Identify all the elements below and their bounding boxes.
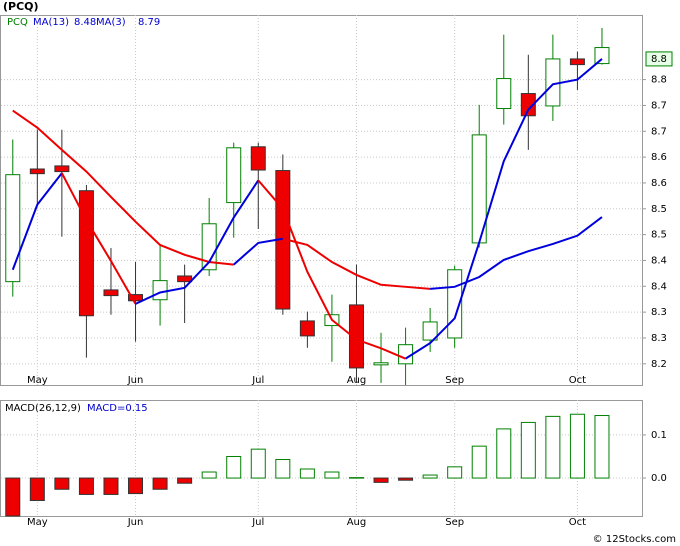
x-tick-label: Jun xyxy=(127,375,144,386)
ma-line xyxy=(405,58,603,360)
last-price-box xyxy=(645,51,673,67)
candle-body xyxy=(226,147,242,204)
candle-body xyxy=(103,289,119,297)
x-tick-label: Jun xyxy=(127,517,144,528)
macd-bar xyxy=(373,477,389,483)
candle-body xyxy=(201,223,217,271)
legend-value: 8.48 xyxy=(74,17,96,28)
ma-line xyxy=(430,216,603,290)
x-tick-label: May xyxy=(27,517,48,528)
macd-bar xyxy=(471,445,487,479)
candle-body xyxy=(5,174,21,283)
price-frame xyxy=(0,15,643,386)
macd-bar xyxy=(594,415,610,479)
macd-bar xyxy=(398,477,414,481)
macd-bar xyxy=(54,477,70,490)
candle-body xyxy=(348,304,364,369)
macd-bar xyxy=(545,415,561,479)
macd-bar xyxy=(447,466,463,479)
macd-bar xyxy=(299,468,315,479)
x-tick-label: Sep xyxy=(445,517,464,528)
candle-body xyxy=(594,47,610,65)
legend-value: MACD=0.15 xyxy=(87,403,148,414)
macd-bar xyxy=(496,428,512,479)
macd-bar xyxy=(152,477,168,490)
candle-body xyxy=(569,58,585,66)
macd-bar xyxy=(422,474,438,479)
candle-body xyxy=(373,362,389,366)
candle-body xyxy=(520,93,536,117)
ma-line xyxy=(257,179,406,360)
candle-body xyxy=(250,146,266,171)
macd-bar xyxy=(29,477,45,501)
macd-bar xyxy=(5,477,21,517)
x-tick-label: Aug xyxy=(347,517,367,528)
y-tick-label: 8.2 xyxy=(651,359,667,370)
ma-line xyxy=(60,172,137,305)
candle-body xyxy=(54,165,70,173)
legend-entry: MA(3) xyxy=(96,17,126,28)
x-tick-label: Jul xyxy=(251,517,264,528)
macd-bar xyxy=(201,471,217,479)
macd-bar xyxy=(250,448,266,479)
macd-bar xyxy=(520,421,536,479)
legend-entry: PCQ xyxy=(7,17,28,28)
ma-line xyxy=(233,237,283,266)
y-tick-label: 8.6 xyxy=(651,152,667,163)
x-tick-label: Oct xyxy=(569,375,586,386)
macd-bar xyxy=(569,413,585,479)
y-tick-label: 8.3 xyxy=(651,307,667,318)
macd-bar xyxy=(275,459,291,479)
candle-body xyxy=(78,190,94,317)
x-tick-label: Jul xyxy=(251,375,264,386)
footer: © 12Stocks.com xyxy=(593,534,676,545)
y-tick-label: 8.3 xyxy=(651,333,667,344)
macd-bar xyxy=(348,477,364,479)
ma-line xyxy=(282,237,431,290)
y-tick-label: 8.5 xyxy=(651,230,667,241)
candle-body xyxy=(496,78,512,110)
candle-body xyxy=(152,280,168,301)
macd-bar xyxy=(177,477,193,484)
x-tick-label: Sep xyxy=(445,375,464,386)
ma-line xyxy=(11,172,63,271)
macd-frame xyxy=(0,400,643,517)
candle-body xyxy=(29,168,45,175)
candle-body xyxy=(128,294,144,302)
y-tick-label: 8.7 xyxy=(651,126,667,137)
macd-bar xyxy=(78,477,94,495)
ma-line xyxy=(135,179,260,305)
legend-value: 8.79 xyxy=(138,17,160,28)
y-tick-label: 8.7 xyxy=(651,100,667,111)
ma-line xyxy=(12,109,234,266)
macd-bar xyxy=(226,455,242,479)
macd-bar xyxy=(128,477,144,495)
candle-body xyxy=(177,275,193,283)
x-tick-label: Oct xyxy=(569,517,586,528)
candle-body xyxy=(422,321,438,341)
y-tick-label: 8.5 xyxy=(651,204,667,215)
chart-title: (PCQ) xyxy=(3,0,39,13)
legend-entry: MA(13) xyxy=(33,17,69,28)
y-tick-label: 8.8 xyxy=(651,75,667,86)
candle-body xyxy=(398,344,414,365)
candle-body xyxy=(299,320,315,337)
legend-entry: MACD(26,12,9) xyxy=(5,403,81,414)
y-tick-label: 0.1 xyxy=(651,430,667,441)
macd-bar xyxy=(324,471,340,479)
y-tick-label: 8.4 xyxy=(651,255,667,266)
x-tick-label: May xyxy=(27,375,48,386)
y-tick-label: 0.0 xyxy=(651,473,667,484)
y-tick-label: 8.4 xyxy=(651,281,667,292)
macd-bar xyxy=(103,477,119,495)
last-price-label: 8.8 xyxy=(651,54,667,65)
y-tick-label: 8.6 xyxy=(651,178,667,189)
